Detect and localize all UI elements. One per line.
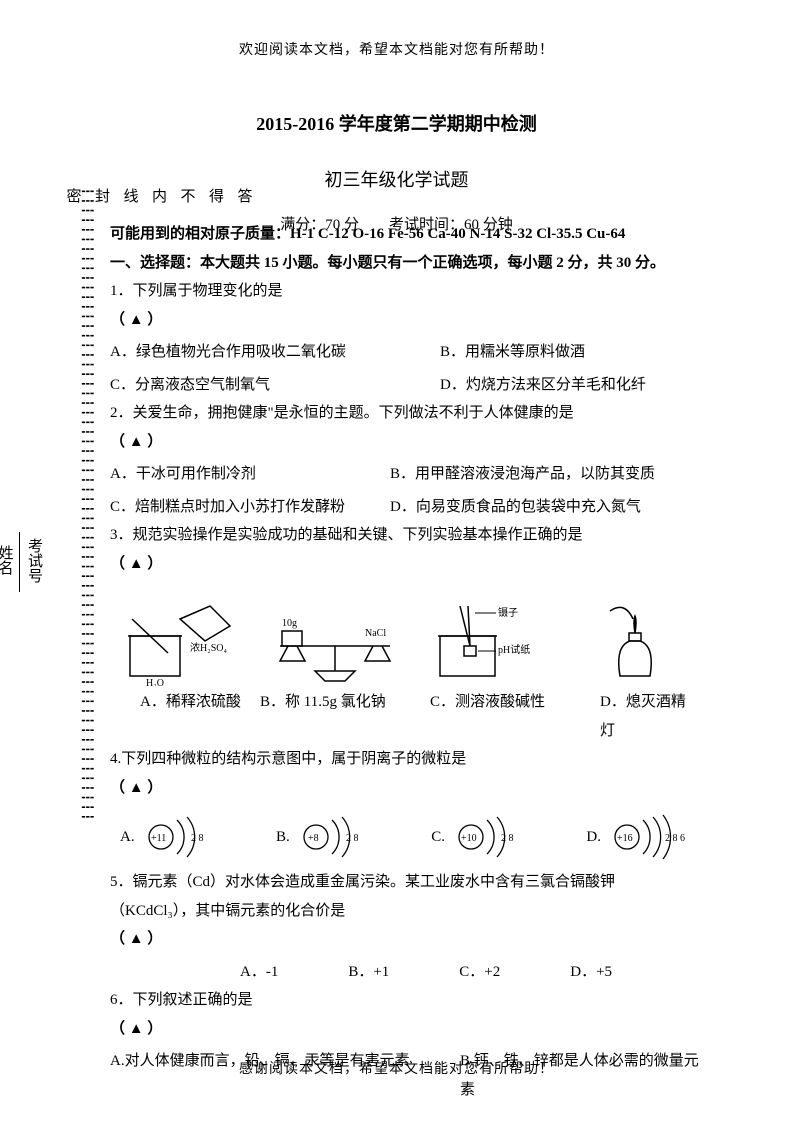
svg-text:+16: +16: [617, 833, 633, 844]
q3-diagram-a: 浓H₂SO₄ H₂O: [110, 591, 260, 686]
outer-0: 考试号: [19, 220, 49, 900]
q4-d-label: D.: [586, 823, 601, 852]
q5-d: D．+5: [570, 958, 612, 987]
q3-label-c: C．测溶液酸碱性: [430, 688, 600, 745]
q5-a: A．-1: [240, 958, 278, 987]
q1-row2: C．分离液态空气制氧气 D．灼烧方法来区分羊毛和化纤: [110, 371, 710, 400]
q2-row2: C．焙制糕点时加入小苏打作发酵粉 D．向易变质食品的包装袋中充入氮气: [110, 493, 710, 522]
svg-text:+11: +11: [151, 833, 166, 844]
q3a-annot2: H₂O: [146, 678, 164, 686]
q5-b: B．+1: [348, 958, 389, 987]
svg-text:2 8: 2 8: [191, 833, 204, 844]
q5-mark: （ ▲ ）: [110, 925, 710, 954]
uline: [19, 532, 20, 592]
q1-stem: 1．下列属于物理变化的是: [110, 277, 710, 306]
q1-b: B．用糯米等原料做酒: [440, 338, 585, 367]
q1-row1: A．绿色植物光合作用吸收二氧化碳 B．用糯米等原料做酒: [110, 338, 710, 367]
binding-outer: 考试号 姓名 班级 学校: [28, 220, 48, 900]
q5-c: C．+2: [459, 958, 500, 987]
q2-stem: 2．关爱生命，拥抱健康"是永恒的主题。下列做法不利于人体健康的是: [110, 399, 710, 428]
atomic-masses: 可能用到的相对原子质量：H-1 C-12 O-16 Fe-56 Ca-40 N-…: [110, 220, 710, 249]
q3-diagram-c: 镊子 pH试纸: [410, 591, 560, 686]
q5-opts: A．-1 B．+1 C．+2 D．+5: [110, 958, 710, 987]
q3-diagram-b: 10g NaCl: [260, 591, 410, 686]
q3-stem: 3．规范实验操作是实验成功的基础和关键、下列实验基本操作正确的是: [110, 521, 710, 550]
svg-text:2 8: 2 8: [346, 833, 359, 844]
q3-mark: （ ▲ ）: [110, 550, 710, 579]
q5-stem2: （KCdCl₃），其中镉元素的化合价是: [110, 897, 710, 926]
q3-diagram-d: [560, 591, 710, 686]
q3c-annot2: pH试纸: [498, 643, 530, 656]
svg-text:2 8: 2 8: [501, 833, 514, 844]
outer-0-label: 考试号: [20, 538, 49, 583]
q5-stem1: 5．镉元素（Cd）对水体会造成重金属污染。某工业废水中含有三氯合镉酸钾: [110, 868, 710, 897]
outer-1: 姓名: [0, 220, 19, 900]
q2-row1: A．干冰可用作制冷剂 B．用甲醛溶液浸泡海产品，以防其变质: [110, 460, 710, 489]
band-label-6: 密: [58, 188, 87, 908]
page-footer: 感谢阅读本文档，希望本文档能对您有所帮助！: [0, 1057, 793, 1084]
q2-a: A．干冰可用作制冷剂: [110, 460, 360, 489]
q4-atom-c: C. +10 2 8: [431, 812, 529, 862]
footer-text: 感谢阅读本文档，希望本文档能对您有所帮助！: [239, 1062, 554, 1077]
q3-label-b: B．称 11.5g 氯化钠: [260, 688, 430, 745]
q3b-annot2: NaCl: [365, 628, 386, 639]
q6-mark: （ ▲ ）: [110, 1015, 710, 1044]
q4-atom-b: B. +8 2 8: [276, 812, 374, 862]
header-text: 欢迎阅读本文档，希望本文档能对您有所帮助！: [239, 43, 554, 58]
q4-a-label: A.: [120, 823, 135, 852]
q4-atom-a: A. +11 2 8: [120, 812, 219, 862]
q4-mark: （ ▲ ）: [110, 774, 710, 803]
q4-atom-d: D. +16 2 8 6: [586, 812, 700, 862]
q3c-annot1: 镊子: [498, 607, 518, 619]
q3a-annot1: 浓H₂SO₄: [190, 642, 227, 654]
binding-band: ┇┇┇┇┇┇┇┇┇┇┇┇┇┇┇┇┇┇┇┇┇┇┇┇┇┇┇┇┇┇┇┇┇┇┇┇┇┇┇┇…: [58, 188, 94, 908]
title-main: 2015-2016 学年度第二学期期中检测: [0, 107, 793, 141]
q4-b-label: B.: [276, 823, 290, 852]
q1-d: D．灼烧方法来区分羊毛和化纤: [440, 371, 646, 400]
q2-d: D．向易变质食品的包装袋中充入氮气: [390, 493, 641, 522]
q4-atoms: A. +11 2 8 B. +8 2 8 C. +10 2 8 D.: [120, 812, 700, 862]
svg-text:+10: +10: [461, 833, 477, 844]
q3b-annot1: 10g: [282, 618, 297, 629]
q3-label-d: D．熄灭酒精灯: [600, 688, 700, 745]
outer-1-label: 姓名: [0, 545, 19, 575]
q6-stem: 6．下列叙述正确的是: [110, 986, 710, 1015]
q2-mark: （ ▲ ）: [110, 428, 710, 457]
q2-b: B．用甲醛溶液浸泡海产品，以防其变质: [390, 460, 655, 489]
svg-text:+8: +8: [308, 833, 319, 844]
q1-a: A．绿色植物光合作用吸收二氧化碳: [110, 338, 410, 367]
q4-c-label: C.: [431, 823, 445, 852]
q1-mark: （ ▲ ）: [110, 306, 710, 335]
page-header: 欢迎阅读本文档，希望本文档能对您有所帮助！: [0, 0, 793, 65]
content-area: 可能用到的相对原子质量：H-1 C-12 O-16 Fe-56 Ca-40 N-…: [110, 220, 710, 1104]
q3-labels: A．稀释浓硫酸 B．称 11.5g 氯化钠 C．测溶液酸碱性 D．熄灭酒精灯: [110, 688, 710, 745]
svg-text:2 8 6: 2 8 6: [665, 833, 685, 844]
q3-label-a: A．稀释浓硫酸: [110, 688, 260, 745]
q2-c: C．焙制糕点时加入小苏打作发酵粉: [110, 493, 360, 522]
q1-c: C．分离液态空气制氧气: [110, 371, 410, 400]
q4-stem: 4.下列四种微粒的结构示意图中，属于阴离子的微粒是: [110, 745, 710, 774]
q3-diagrams: 浓H₂SO₄ H₂O 10g NaCl: [110, 586, 710, 686]
section-1-heading: 一、选择题：本大题共 15 小题。每小题只有一个正确选项，每小题 2 分，共 3…: [110, 249, 710, 278]
